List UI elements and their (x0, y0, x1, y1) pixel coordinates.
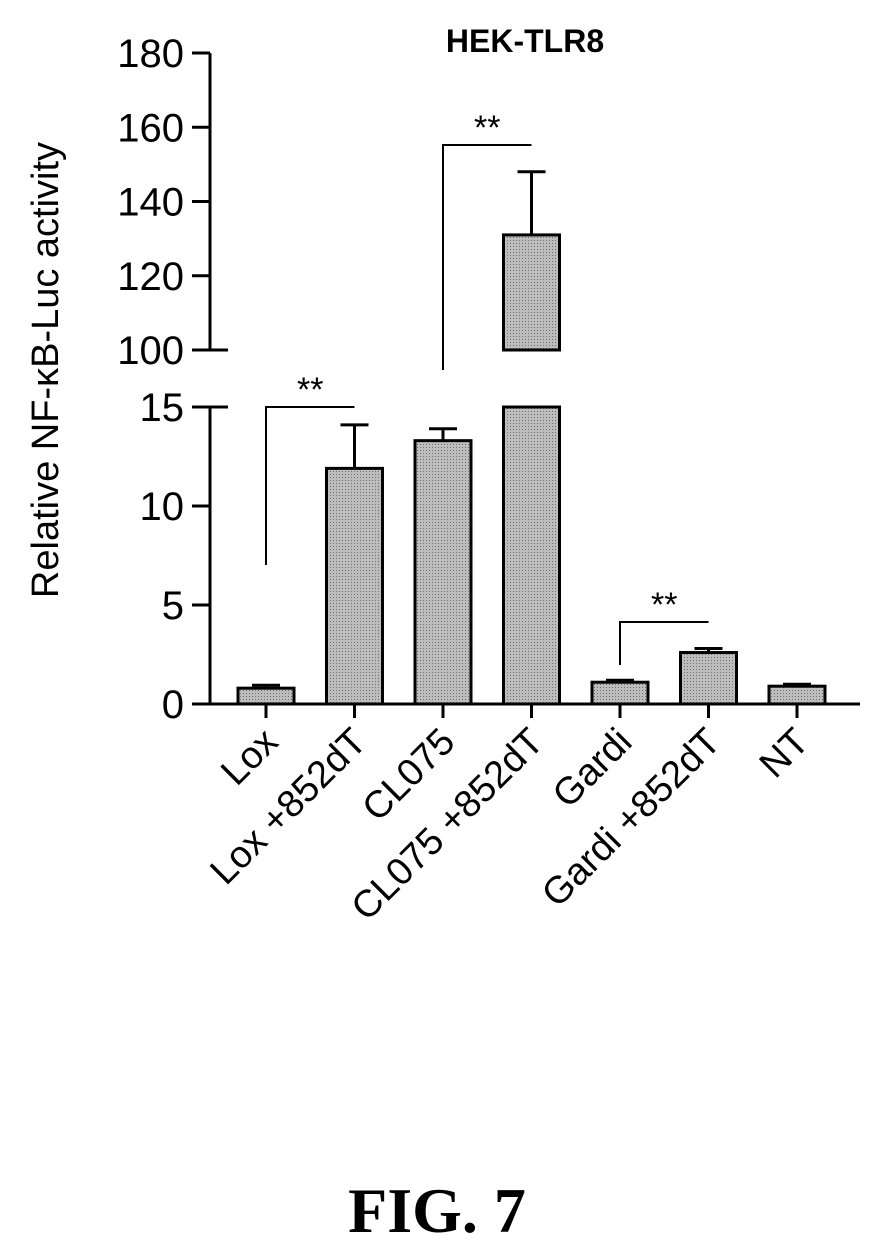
significance-label: ** (297, 371, 323, 409)
y-tick-label: 10 (140, 485, 185, 529)
significance-label: ** (474, 109, 500, 147)
y-tick-label: 160 (117, 106, 184, 150)
y-tick-label: 180 (117, 32, 184, 76)
significance-bracket (619, 621, 709, 665)
significance-bracket (442, 144, 532, 370)
bar (767, 684, 827, 706)
y-tick-label: 0 (162, 683, 184, 727)
bar (325, 466, 384, 706)
bar (413, 439, 473, 706)
bar (590, 680, 650, 706)
y-tick-label: 15 (140, 386, 185, 430)
bar (679, 651, 738, 706)
y-tick-label: 100 (117, 329, 184, 373)
significance-markers: ** ** ** (265, 109, 709, 665)
x-tick-label: Lox +852dT (202, 721, 374, 893)
x-tick-label: Lox (213, 721, 286, 794)
y-tick-label: 120 (117, 255, 184, 299)
significance-label: ** (651, 586, 677, 624)
error-bars (252, 170, 811, 689)
x-tick-label: NT (752, 721, 818, 787)
significance-bracket (265, 406, 355, 565)
bar-upper-segment (502, 233, 561, 352)
y-tick-label: 140 (117, 181, 184, 225)
figure-caption: FIG. 7 (348, 1175, 526, 1246)
bar (502, 405, 561, 706)
y-tick-label: 5 (162, 584, 184, 628)
y-axis-label: Relative NF-κB-Luc activity (25, 142, 67, 598)
bar (236, 686, 296, 706)
chart-title: HEK-TLR8 (446, 23, 604, 59)
axes: 100 120 140 160 180 0 5 10 15 (117, 32, 860, 727)
bars (236, 233, 827, 706)
